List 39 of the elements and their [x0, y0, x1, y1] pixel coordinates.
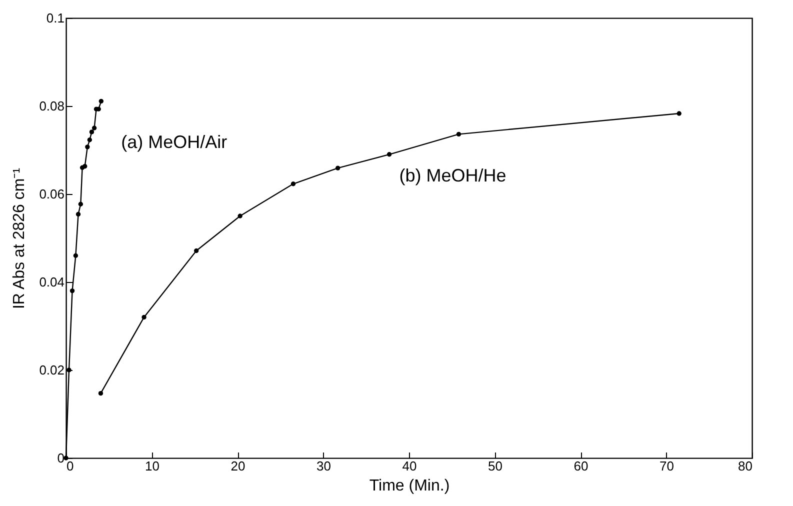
point [64, 456, 68, 460]
point [66, 368, 72, 372]
x-tick-label: 60 [574, 458, 588, 474]
y-tick-label: 0.02 [39, 362, 64, 378]
series-label: (a) MeOH/Air [121, 132, 228, 152]
x-tick-label: 20 [230, 458, 246, 474]
point [78, 202, 84, 206]
point [238, 214, 242, 218]
x-tick-label: 70 [660, 458, 674, 474]
point [85, 144, 90, 150]
x-tick-label: 40 [402, 458, 417, 474]
x-tick-label: 50 [488, 458, 502, 474]
point [87, 138, 92, 142]
point [98, 390, 104, 396]
point [76, 212, 81, 217]
point [290, 182, 296, 186]
point [92, 126, 97, 130]
y-tick-label: 0.06 [39, 186, 64, 202]
point [89, 130, 94, 134]
y-tick-label: 0.1 [46, 10, 64, 26]
x-tick-label: 10 [145, 458, 160, 474]
y-tick-label: 0.08 [39, 98, 64, 114]
y-tick-label: 0.04 [39, 274, 64, 290]
point [73, 253, 78, 258]
point [82, 164, 88, 169]
point [98, 98, 104, 104]
x-tick-label: 0 [66, 458, 74, 474]
point [386, 152, 392, 157]
point [335, 166, 340, 170]
x-axis-title: Time (Min.) [369, 478, 450, 494]
point [676, 111, 682, 116]
point [70, 288, 75, 294]
y-axis-title: IR Abs at 2826 cm⁻¹ [11, 168, 28, 310]
series-label: (b) MeOH/He [399, 165, 506, 186]
point [194, 248, 199, 254]
point [142, 314, 146, 320]
point [456, 132, 462, 136]
x-tick-label: 80 [738, 458, 752, 474]
x-tick-label: 30 [316, 458, 331, 474]
